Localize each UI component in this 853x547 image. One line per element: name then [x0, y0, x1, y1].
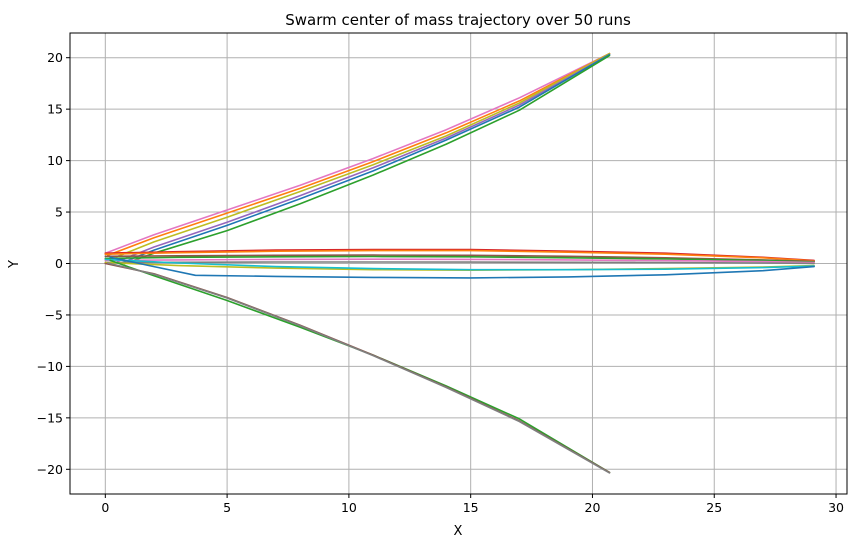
x-axis-label: X — [454, 524, 463, 539]
y-tick-label: −10 — [37, 359, 63, 374]
y-tick-label: −5 — [45, 307, 63, 322]
series-line-1 — [104, 52, 611, 254]
y-tick-label: 20 — [47, 50, 63, 65]
series-line-10 — [104, 255, 815, 263]
x-tick-label: 5 — [223, 500, 231, 515]
series-line-2 — [107, 52, 611, 257]
x-tick-label: 10 — [341, 500, 357, 515]
y-tick-label: −15 — [37, 410, 63, 425]
series-line-5 — [121, 53, 611, 264]
series-line-4 — [116, 53, 611, 263]
series-line-11 — [104, 258, 815, 264]
y-tick-label: 15 — [47, 102, 63, 117]
series-line-3 — [111, 52, 611, 260]
y-axis-label: Y — [7, 260, 22, 269]
y-tick-label: 0 — [55, 256, 63, 271]
y-tick-label: −20 — [37, 462, 63, 477]
series-line-6 — [124, 54, 611, 265]
y-tick-label: 10 — [47, 153, 63, 168]
axis-ticks: 0 5 10 15 20 25 30 −20 −15 −10 −5 0 5 10 15 20 — [37, 50, 844, 515]
x-tick-label: 20 — [585, 500, 601, 515]
series-line-12 — [104, 261, 815, 265]
y-tick-label: 5 — [55, 205, 63, 220]
series-line-15 — [109, 256, 815, 279]
series-line-17 — [104, 262, 611, 474]
x-tick-label: 25 — [706, 500, 722, 515]
series-lines — [104, 52, 815, 474]
series-line-14 — [104, 258, 815, 271]
series-line-8 — [104, 249, 815, 262]
chart-title: Swarm center of mass trajectory over 50 … — [285, 11, 631, 29]
x-tick-label: 30 — [828, 500, 844, 515]
x-tick-label: 0 — [101, 500, 109, 515]
x-tick-label: 15 — [463, 500, 479, 515]
series-line-18 — [107, 262, 611, 474]
